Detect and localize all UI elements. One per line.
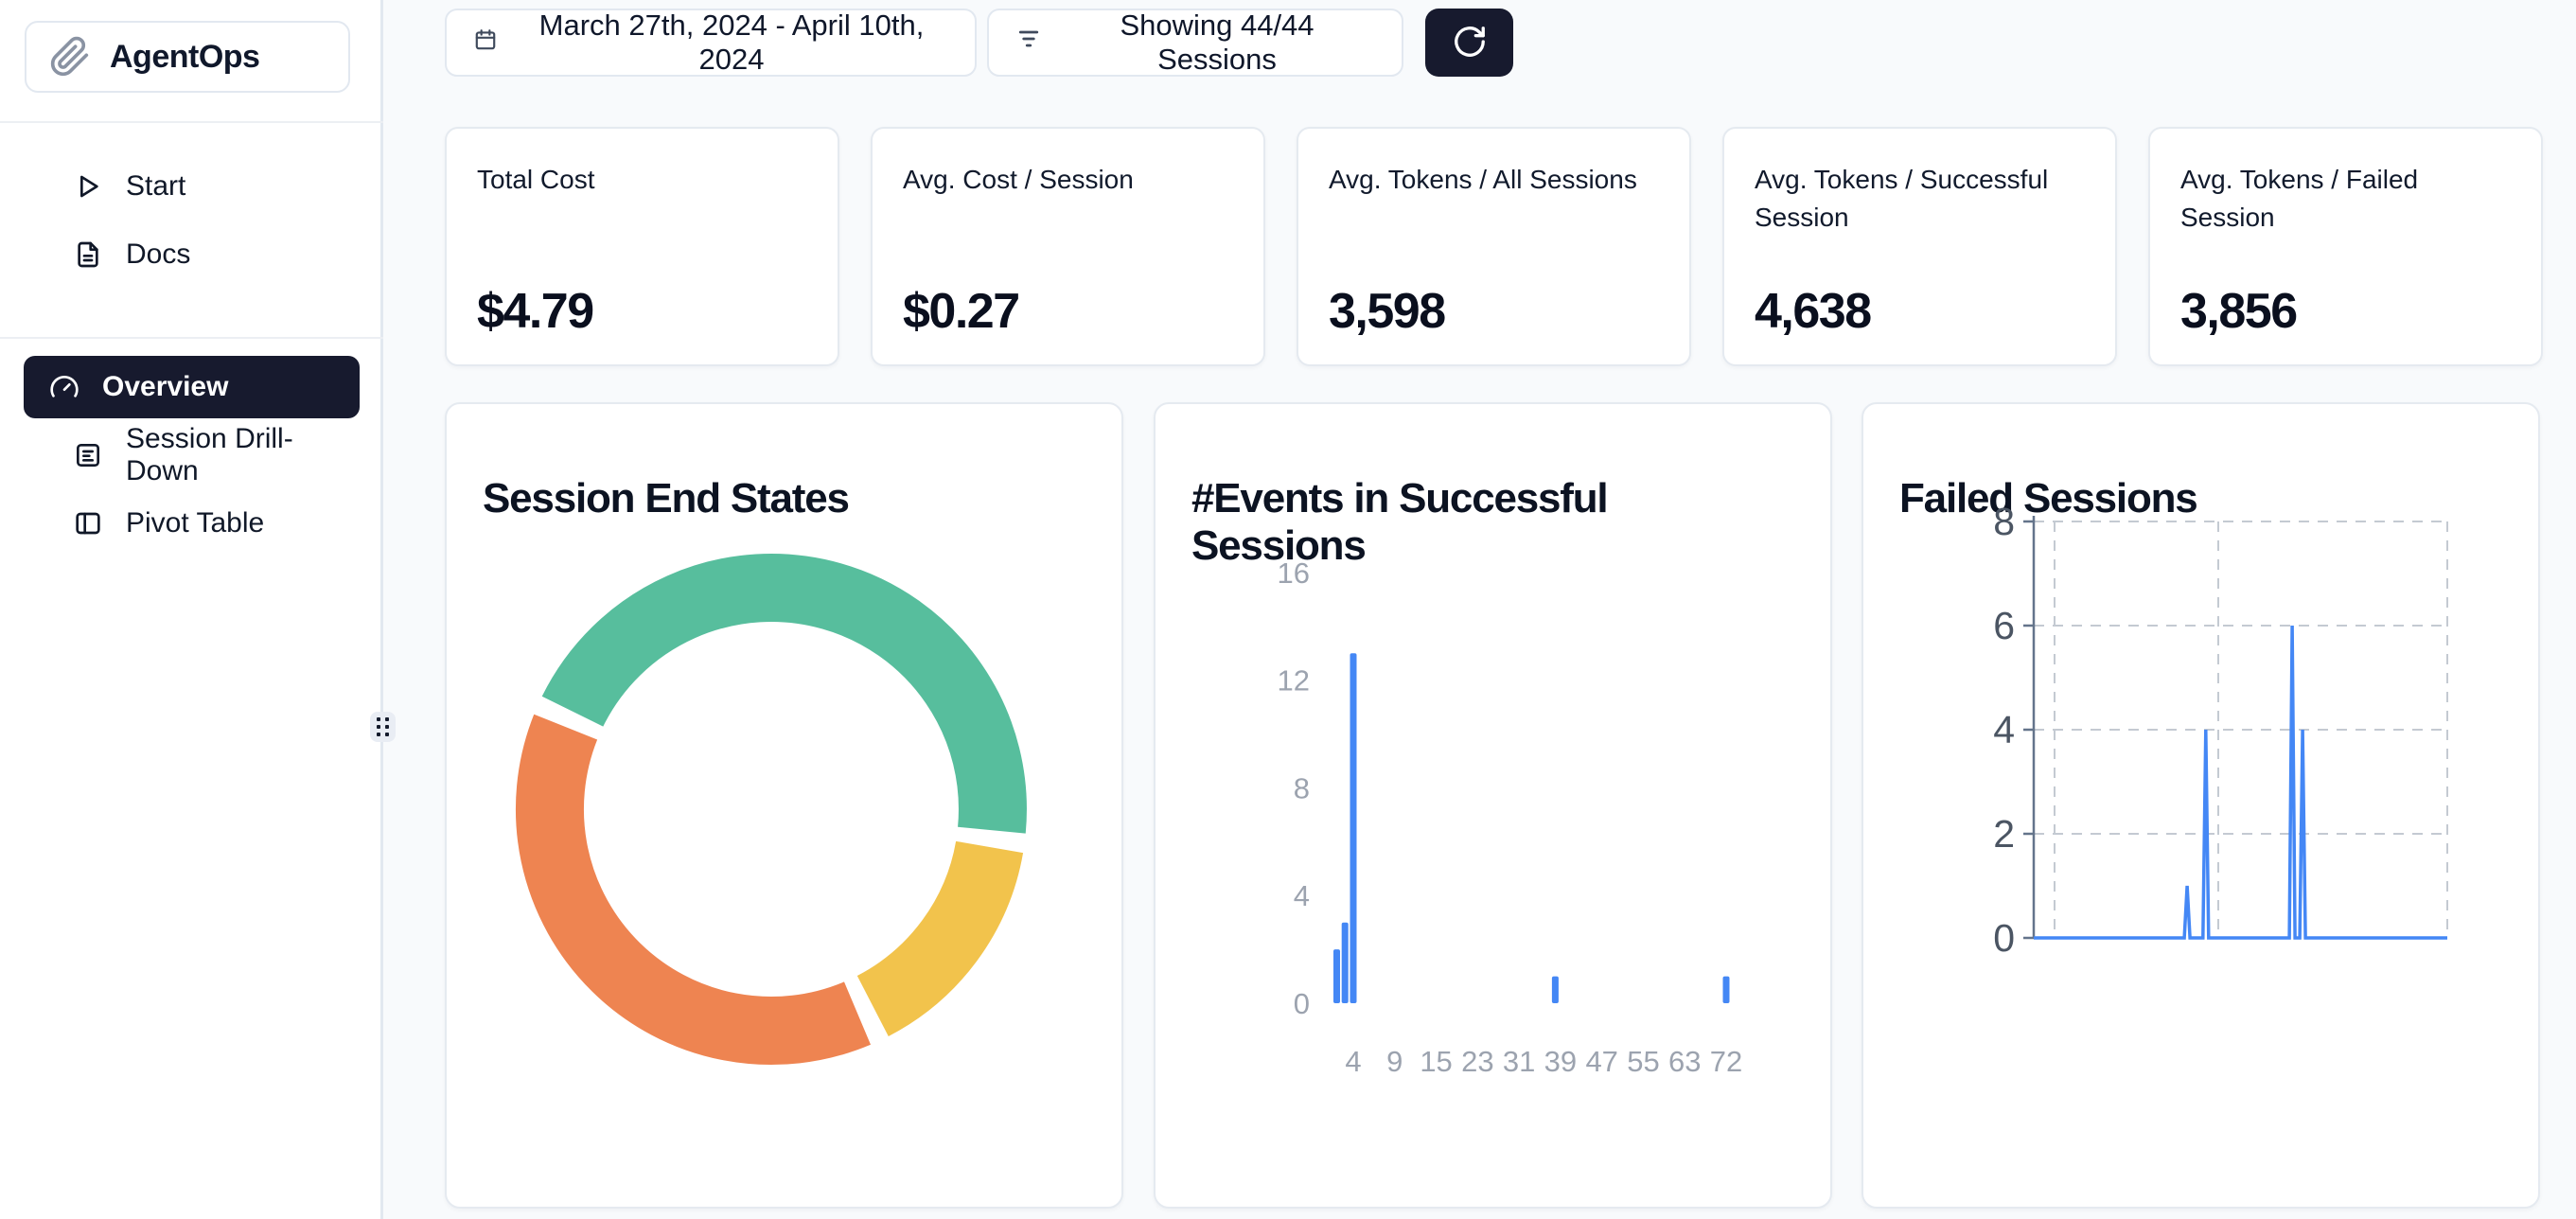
- sidebar-item-overview[interactable]: Overview: [24, 356, 360, 418]
- stat-card-avg-tokens-successful-session: Avg. Tokens / Successful Session 4,638: [1722, 127, 2117, 366]
- sidebar-item-label: Session Drill-Down: [126, 423, 293, 486]
- svg-text:8: 8: [1294, 771, 1310, 804]
- nav-secondary: Overview Session Drill-Down Pivot Table: [0, 350, 383, 560]
- events-histogram-card: #Events in Successful Sessions 0 4 8 12 16 4 9…: [1154, 402, 1832, 1209]
- stat-label: Avg. Tokens / Successful Session: [1755, 165, 2049, 232]
- svg-text:0: 0: [1993, 916, 2015, 960]
- filter-icon: [1015, 26, 1042, 60]
- session-end-states-card: Session End States SuccessFailIndetermin…: [445, 402, 1123, 1209]
- play-icon: [73, 171, 103, 202]
- stat-label: Avg. Tokens / All Sessions: [1329, 165, 1637, 194]
- logo-label: AgentOps: [110, 38, 260, 75]
- svg-text:4: 4: [1294, 879, 1310, 912]
- sidebar-item-label: Start: [126, 170, 186, 202]
- svg-text:12: 12: [1278, 664, 1310, 698]
- stat-card-avg-cost-session: Avg. Cost / Session $0.27: [871, 127, 1265, 366]
- svg-text:72: 72: [1710, 1045, 1742, 1078]
- sidebar-item-label: Overview: [102, 371, 229, 402]
- pivot-icon: [73, 508, 103, 539]
- stat-value: 3,598: [1329, 284, 1446, 339]
- paperclip-icon: [49, 36, 91, 78]
- calendar-icon: [473, 26, 498, 60]
- svg-text:6: 6: [1993, 604, 2015, 647]
- svg-text:39: 39: [1544, 1045, 1577, 1078]
- session-filter-label: Showing 44/44 Sessions: [1120, 9, 1314, 76]
- refresh-icon: [1452, 24, 1488, 62]
- sidebar-item-pivot-table[interactable]: Pivot Table: [24, 492, 360, 555]
- sidebar-item-label: Docs: [126, 238, 191, 270]
- events-histogram-title: #Events in Successful Sessions: [1191, 474, 1609, 569]
- stat-card-total-cost: Total Cost $4.79: [445, 127, 839, 366]
- gauge-icon: [49, 372, 79, 402]
- svg-text:4: 4: [1993, 708, 2015, 751]
- session-icon: [73, 440, 103, 470]
- svg-text:55: 55: [1627, 1045, 1659, 1078]
- svg-text:23: 23: [1461, 1045, 1493, 1078]
- svg-text:31: 31: [1503, 1045, 1535, 1078]
- sidebar-item-session-drill-down[interactable]: Session Drill-Down: [24, 423, 360, 486]
- stat-label: Total Cost: [477, 165, 595, 194]
- sidebar-item-label: Pivot Table: [126, 507, 265, 539]
- session-filter-button[interactable]: Showing 44/44 Sessions: [987, 9, 1403, 77]
- svg-text:2: 2: [1993, 812, 2015, 856]
- sidebar: AgentOps Start Docs Overview Session Drill…: [0, 0, 383, 1219]
- svg-text:9: 9: [1386, 1045, 1403, 1078]
- date-range-label: March 27th, 2024 - April 10th, 2024: [538, 9, 925, 76]
- svg-text:15: 15: [1420, 1045, 1452, 1078]
- stat-value: 4,638: [1755, 284, 1872, 339]
- stat-value: 3,856: [2180, 284, 2298, 339]
- sidebar-resize-handle[interactable]: [370, 712, 396, 742]
- stat-label: Avg. Tokens / Failed Session: [2180, 165, 2419, 232]
- session-end-states-title: Session End States: [483, 474, 850, 521]
- stat-value: $0.27: [903, 284, 1020, 339]
- svg-text:47: 47: [1585, 1045, 1617, 1078]
- session-end-states-donut: [515, 554, 1027, 1065]
- date-range-button[interactable]: March 27th, 2024 - April 10th, 2024: [445, 9, 977, 77]
- failed-sessions-title: Failed Sessions: [1899, 474, 2198, 521]
- stat-card-avg-tokens-failed-session: Avg. Tokens / Failed Session 3,856: [2148, 127, 2543, 366]
- stat-card-avg-tokens-all-sessions: Avg. Tokens / All Sessions 3,598: [1297, 127, 1691, 366]
- stat-label: Avg. Cost / Session: [903, 165, 1134, 194]
- sidebar-item-docs[interactable]: Docs: [24, 223, 360, 286]
- refresh-button[interactable]: [1425, 9, 1513, 77]
- stat-value: $4.79: [477, 284, 594, 339]
- sidebar-divider-top: [0, 121, 383, 123]
- svg-text:0: 0: [1294, 987, 1310, 1020]
- svg-text:4: 4: [1345, 1045, 1361, 1078]
- logo[interactable]: AgentOps: [25, 21, 350, 93]
- sidebar-item-start[interactable]: Start: [24, 155, 360, 218]
- nav-primary: Start Docs: [0, 150, 383, 292]
- sidebar-divider-mid: [0, 337, 383, 339]
- svg-text:63: 63: [1668, 1045, 1701, 1078]
- docs-icon: [73, 239, 103, 270]
